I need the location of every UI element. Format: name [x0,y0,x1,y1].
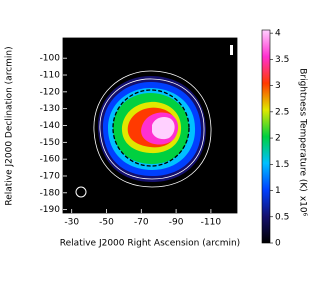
y-tick-label: -120 [40,87,61,97]
y-tick-label: -100 [40,54,61,64]
y-tick-label: -110 [40,71,61,81]
y-tick-label: -190 [40,205,61,215]
image [63,38,237,213]
y-tick-label: -180 [40,188,61,198]
colorbar-tick-label: 4 [275,29,281,39]
colorbar-label: Brightness Temperature (K) [298,68,308,192]
colorbar-tick-label: 2 [275,134,281,144]
y-tick-label: -150 [40,138,61,148]
colorbar-tick-label: 3.5 [275,55,289,65]
colorbar-tick-label: 0 [275,239,281,249]
colorbar-tick-label: 1.5 [275,160,289,170]
colorbar [261,29,271,244]
y-tick-label: -170 [40,171,61,181]
y-axis-label: Relative J2000 Declination (arcmin) [5,46,15,205]
colorbar-tick-label: 2.5 [275,107,289,117]
colorbar-tick-label: 0.5 [275,212,289,222]
x-tick-label: -90 [169,218,184,228]
x-axis-label: Relative J2000 Right Ascension (arcmin) [60,239,240,249]
y-tick-label: -130 [40,104,61,114]
colorbar-tick-label: 1 [275,186,281,196]
x-tick-label: -30 [64,218,79,228]
chart: Relative J2000 Right Ascension (arcmin) … [5,29,308,249]
x-tick-label: -110 [201,218,222,228]
x-tick-label: -50 [99,218,114,228]
x-tick-label: -70 [134,218,149,228]
colorbar-multiplier: x10⁶ [298,196,308,217]
y-tick-label: -140 [40,121,61,131]
colorbar-tick-label: 3 [275,81,281,91]
y-tick-label: -160 [40,155,61,165]
